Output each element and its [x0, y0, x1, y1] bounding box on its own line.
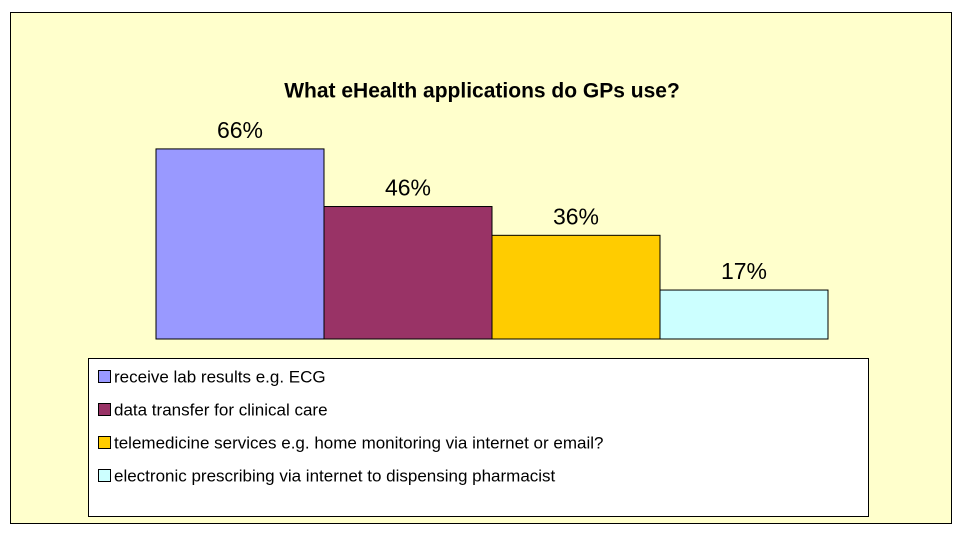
data-label: 66%	[217, 117, 263, 143]
bar	[323, 206, 493, 340]
data-label: 46%	[385, 175, 431, 201]
legend-label: electronic prescribing via internet to d…	[114, 466, 556, 485]
legend-box	[88, 358, 869, 517]
bar	[491, 234, 661, 340]
legend-label: receive lab results e.g. ECG	[114, 367, 326, 386]
legend-swatch	[98, 436, 111, 449]
bar	[659, 289, 829, 340]
legend-swatch	[98, 370, 111, 383]
data-label: 36%	[553, 203, 599, 229]
legend-label: data transfer for clinical care	[114, 400, 328, 419]
bar	[155, 148, 325, 340]
chart-title: What eHealth applications do GPs use?	[284, 80, 680, 103]
legend-swatch	[98, 403, 111, 416]
legend-swatch	[98, 469, 111, 482]
data-label: 17%	[721, 258, 767, 284]
legend-label: telemedicine services e.g. home monitori…	[114, 433, 603, 452]
